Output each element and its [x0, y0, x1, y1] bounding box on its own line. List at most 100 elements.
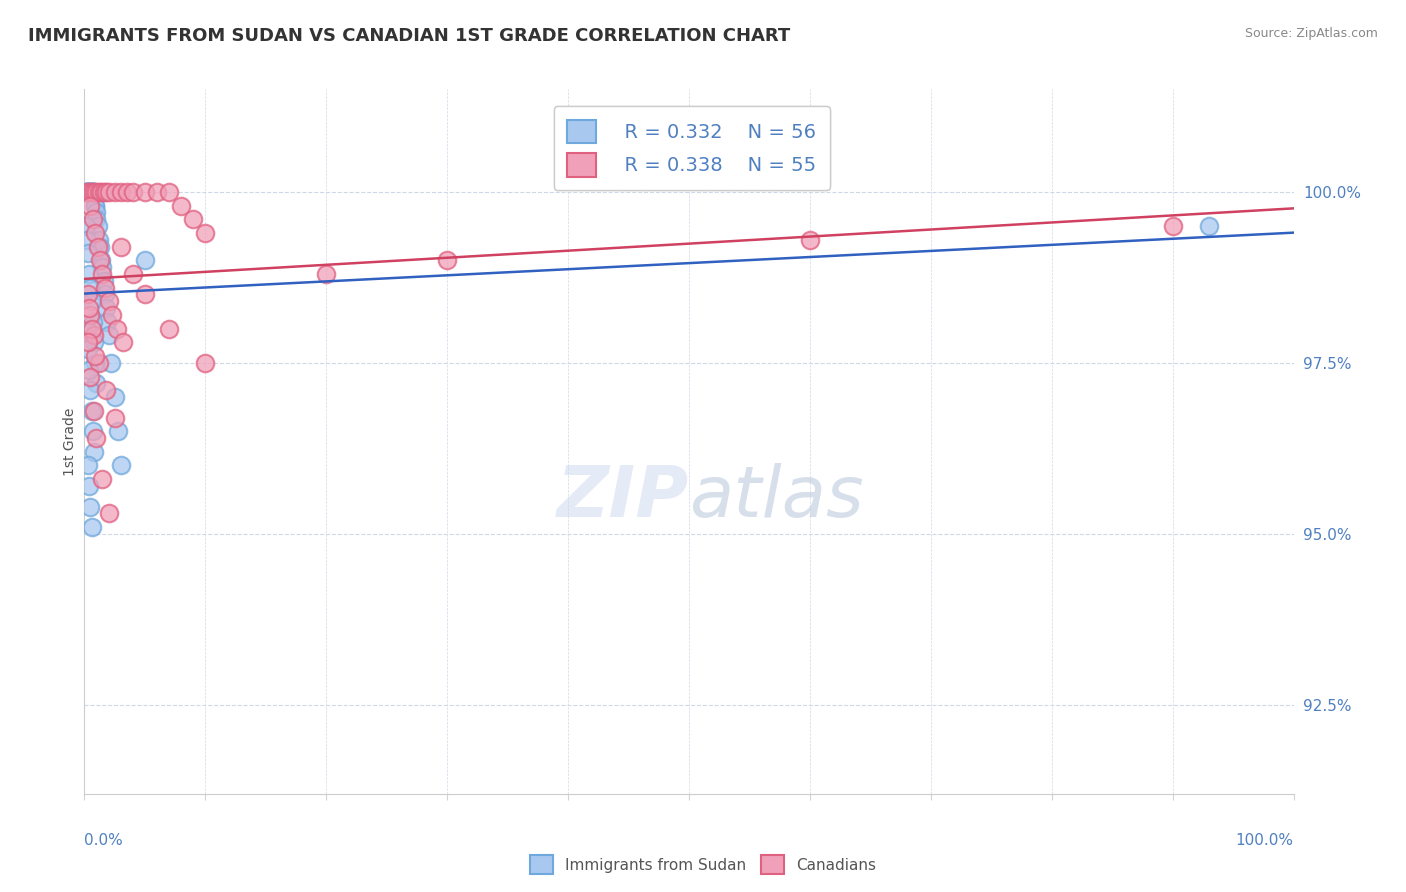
Point [80, 321, 103, 335]
Point [80, 294, 103, 309]
Point [157, 321, 180, 335]
Point [105, 321, 128, 335]
Point [121, 267, 143, 281]
Point [157, 185, 180, 199]
Point [86, 376, 108, 391]
Point [75, 219, 97, 233]
Point [315, 267, 337, 281]
Point [82, 185, 104, 199]
Point [436, 253, 458, 268]
Point [97, 507, 120, 521]
Point [86, 212, 108, 227]
Point [80, 185, 103, 199]
Text: 100.0%: 100.0% [1236, 832, 1294, 847]
Point [104, 410, 127, 425]
Point [76, 185, 98, 199]
Point [77, 267, 100, 281]
Point [94, 280, 117, 294]
Point [77, 342, 100, 356]
Point [104, 390, 127, 404]
Point [84, 356, 107, 370]
Point [77, 362, 100, 376]
Point [75, 185, 97, 199]
Point [79, 280, 101, 294]
Point [110, 185, 132, 199]
Point [83, 198, 105, 212]
Point [96, 315, 118, 329]
Point [77, 185, 100, 199]
Point [799, 233, 821, 247]
Point [97, 294, 120, 309]
Point [76, 185, 98, 199]
Point [84, 205, 107, 219]
Point [83, 335, 105, 350]
Point [104, 185, 127, 199]
Legend: Immigrants from Sudan, Canadians: Immigrants from Sudan, Canadians [523, 849, 883, 880]
Point [87, 356, 110, 370]
Point [83, 445, 105, 459]
Point [80, 185, 103, 199]
Point [93, 185, 115, 199]
Point [77, 458, 100, 473]
Point [86, 239, 108, 253]
Point [146, 185, 169, 199]
Point [87, 233, 110, 247]
Point [86, 431, 108, 445]
Point [82, 185, 104, 199]
Point [77, 301, 100, 315]
Point [77, 185, 100, 199]
Point [93, 274, 115, 288]
Point [100, 356, 122, 370]
Point [75, 185, 97, 199]
Point [94, 301, 117, 315]
Point [89, 239, 111, 253]
Point [84, 226, 107, 240]
Point [79, 383, 101, 397]
Point [79, 198, 101, 212]
Point [79, 185, 101, 199]
Text: 0.0%: 0.0% [84, 832, 124, 847]
Point [80, 520, 103, 534]
Point [134, 253, 156, 268]
Point [91, 260, 114, 274]
Point [76, 321, 98, 335]
Point [77, 185, 100, 199]
Point [91, 472, 114, 486]
Point [87, 185, 110, 199]
Point [76, 185, 98, 199]
Legend:   R = 0.332    N = 56,   R = 0.338    N = 55: R = 0.332 N = 56, R = 0.338 N = 55 [554, 106, 830, 190]
Point [90, 253, 112, 268]
Text: IMMIGRANTS FROM SUDAN VS CANADIAN 1ST GRADE CORRELATION CHART: IMMIGRANTS FROM SUDAN VS CANADIAN 1ST GR… [28, 27, 790, 45]
Point [110, 458, 132, 473]
Point [82, 315, 104, 329]
Point [115, 185, 138, 199]
Point [83, 403, 105, 417]
Point [91, 267, 114, 281]
Point [83, 328, 105, 343]
Point [112, 335, 135, 350]
Point [86, 219, 108, 233]
Point [97, 328, 120, 343]
Point [83, 185, 105, 199]
Point [80, 185, 103, 199]
Point [82, 212, 104, 227]
Point [1161, 219, 1184, 233]
Point [94, 287, 117, 301]
Point [94, 185, 117, 199]
Point [77, 246, 100, 260]
Point [121, 185, 143, 199]
Point [82, 185, 104, 199]
Point [84, 198, 107, 212]
Point [76, 233, 98, 247]
Point [77, 287, 100, 301]
Point [134, 185, 156, 199]
Point [83, 185, 105, 199]
Point [79, 369, 101, 384]
Point [77, 185, 100, 199]
Point [94, 383, 117, 397]
Point [77, 335, 100, 350]
Point [107, 424, 129, 438]
Point [77, 479, 100, 493]
Y-axis label: 1st Grade: 1st Grade [63, 408, 77, 475]
Point [181, 212, 204, 227]
